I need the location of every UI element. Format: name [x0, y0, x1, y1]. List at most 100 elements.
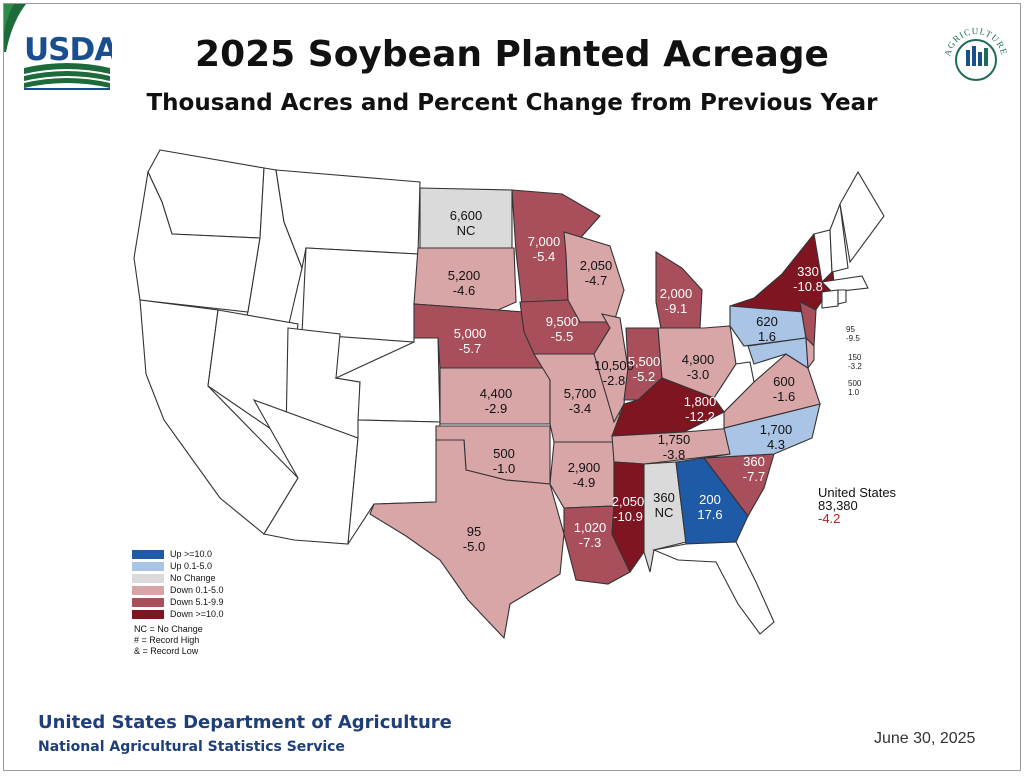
- slide: USDA AGRICULTURE COUNTS 2025 Soybean Pla…: [3, 3, 1021, 771]
- state-acres-md: 500: [848, 379, 862, 388]
- state-change-tn: -3.8: [663, 447, 685, 462]
- legend-items: Up >=10.0 Up 0.1-5.0 No Change Down 0.1-5.0…: [132, 548, 224, 620]
- legend-notes: NC = No Change # = Record High & = Recor…: [132, 624, 224, 657]
- state-shape-co: [334, 337, 441, 423]
- state-acres-ms: 2,050: [612, 494, 645, 509]
- legend-label: No Change: [170, 573, 216, 583]
- us-total-label: United States: [818, 485, 897, 500]
- state-change-nj: -9.5: [846, 334, 860, 343]
- state-change-mo: -3.4: [569, 401, 591, 416]
- legend-note: & = Record Low: [134, 646, 199, 656]
- state-acres-ne: 5,000: [454, 326, 487, 341]
- page-subtitle: Thousand Acres and Percent Change from P…: [146, 90, 878, 116]
- legend-item: Down >=10.0: [132, 608, 224, 620]
- state-acres-nc: 1,700: [760, 422, 793, 437]
- state-shape-nh: [829, 203, 849, 273]
- state-change-de: -3.2: [848, 362, 862, 371]
- state-change-in: -5.2: [633, 369, 655, 384]
- us-soybean-map: 6,600NC7,000-5.45,200-4.62,050-4.72,000-…: [133, 149, 897, 640]
- state-acres-wi: 2,050: [580, 258, 613, 273]
- state-shape-wi: [563, 231, 625, 323]
- footer-service: National Agricultural Statistics Service: [38, 739, 345, 755]
- state-change-tx: -5.0: [463, 539, 485, 554]
- state-change-wi: -4.7: [585, 273, 607, 288]
- state-shape-il: [593, 313, 629, 424]
- state-change-ms: -10.9: [613, 509, 643, 524]
- state-change-md: 1.0: [848, 388, 860, 397]
- state-shape-tx: [369, 439, 565, 640]
- state-change-mn: -5.4: [533, 249, 555, 264]
- state-acres-ia: 9,500: [546, 314, 579, 329]
- state-shape-ma: [820, 275, 869, 293]
- legend-swatch: [132, 561, 164, 571]
- state-shapes: [133, 149, 885, 640]
- state-shape-md: [747, 337, 809, 370]
- state-acres-mn: 7,000: [528, 234, 561, 249]
- state-acres-va: 600: [773, 374, 795, 389]
- legend-swatch: [132, 585, 164, 595]
- state-shape-ga: [675, 457, 749, 545]
- state-acres-ky: 1,800: [684, 394, 717, 409]
- legend-item: Up 0.1-5.0: [132, 560, 224, 572]
- state-change-sd: -4.6: [453, 283, 475, 298]
- legend-label: Down 0.1-5.0: [170, 585, 224, 595]
- state-acres-nj: 95: [846, 325, 855, 334]
- state-change-al: NC: [655, 505, 674, 520]
- legend-swatch: [132, 609, 164, 619]
- state-change-pa: 1.6: [758, 329, 776, 344]
- state-change-va: -1.6: [773, 389, 795, 404]
- state-change-ks: -2.9: [485, 401, 507, 416]
- state-change-la: -7.3: [579, 535, 601, 550]
- legend-label: Up 0.1-5.0: [170, 561, 213, 571]
- legend-swatch: [132, 573, 164, 583]
- state-shape-sd: [413, 247, 517, 311]
- state-acres-ar: 2,900: [568, 460, 601, 475]
- state-acres-sc: 360: [743, 454, 765, 469]
- state-acres-tn: 1,750: [658, 432, 691, 447]
- usda-logo-text: USDA: [24, 32, 112, 68]
- state-change-nd: NC: [457, 223, 476, 238]
- page-title: 2025 Soybean Planted Acreage: [195, 34, 829, 75]
- state-change-ok: -1.0: [493, 461, 515, 476]
- state-labels: 6,600NC7,000-5.45,200-4.62,050-4.72,000-…: [448, 208, 823, 554]
- state-acres-mi: 2,000: [660, 286, 693, 301]
- footer-agency: United States Department of Agriculture: [38, 712, 452, 733]
- state-acres-nd: 6,600: [450, 208, 483, 223]
- state-change-ne: -5.7: [459, 341, 481, 356]
- corner-swoosh: [4, 4, 26, 52]
- state-acres-al: 360: [653, 490, 675, 505]
- state-shape-wy: [301, 247, 419, 343]
- agriculture-counts-logo: AGRICULTURE COUNTS: [936, 20, 1009, 81]
- legend-note: # = Record High: [134, 635, 200, 645]
- state-change-ar: -4.9: [573, 475, 595, 490]
- state-acres-oh: 4,900: [682, 352, 715, 367]
- state-acres-il: 10,500: [594, 358, 634, 373]
- state-acres-tx: 95: [467, 524, 481, 539]
- legend-item: Up >=10.0: [132, 548, 224, 560]
- legend-swatch: [132, 597, 164, 607]
- state-shape-ri: [837, 289, 847, 305]
- legend-item: No Change: [132, 572, 224, 584]
- state-shape-fl: [652, 541, 775, 635]
- legend-label: Down 5.1-9.9: [170, 597, 224, 607]
- legend: Up >=10.0 Up 0.1-5.0 No Change Down 0.1-5.0…: [132, 548, 224, 657]
- legend-note: NC = No Change: [134, 624, 203, 634]
- footer-date: June 30, 2025: [874, 730, 976, 747]
- legend-item: Down 5.1-9.9: [132, 596, 224, 608]
- state-acres-ga: 200: [699, 492, 721, 507]
- legend-label: Up >=10.0: [170, 549, 213, 559]
- state-acres-de: 150: [848, 353, 862, 362]
- state-change-oh: -3.0: [687, 367, 709, 382]
- state-shape-wv: [713, 361, 755, 413]
- state-change-sc: -7.7: [743, 469, 765, 484]
- state-acres-ks: 4,400: [480, 386, 513, 401]
- state-change-ia: -5.5: [551, 329, 573, 344]
- state-acres-in: 5,500: [628, 354, 661, 369]
- us-total: United States 83,380 -4.2: [818, 485, 897, 526]
- state-acres-pa: 620: [756, 314, 778, 329]
- state-acres-mo: 5,700: [564, 386, 597, 401]
- us-total-acres: 83,380: [818, 498, 858, 513]
- state-acres-ny: 330: [797, 264, 819, 279]
- state-change-nc: 4.3: [767, 437, 785, 452]
